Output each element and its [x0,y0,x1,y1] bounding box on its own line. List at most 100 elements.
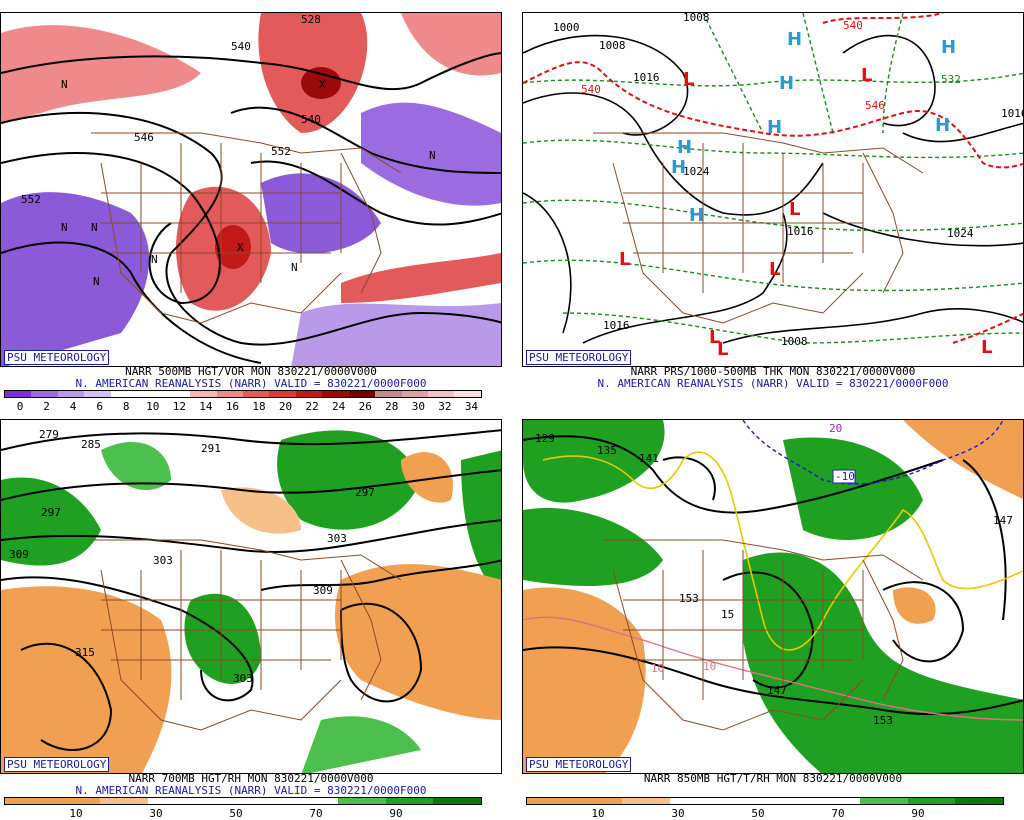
map-thickness-svg: 1000 1008 1008 1016 1024 1016 1024 1016 … [523,13,1024,366]
rh-dry-southwest [1,586,172,773]
isobar-label: 1016 [633,71,660,84]
psu-meteorology-badge: PSU METEOROLOGY [526,350,632,365]
vort-negative-east [361,102,501,206]
colorbar-swatch [574,798,623,804]
isobar-label: 1016 [603,319,630,332]
high-pressure-marker: H [689,205,704,226]
caption-product: NARR 850MB HGT/T/RH MON 830221/0000V000 [643,772,903,785]
colorbar-tick-label: 18 [252,400,266,413]
contour-label: 297 [355,486,375,499]
colorbar-swatch [433,798,481,804]
rh-moist-north [277,430,421,530]
caption-product: NARR 700MB HGT/RH MON 830221/0000V000 [128,772,374,785]
colorbar-swatch [385,798,434,804]
contour-label: 297 [41,506,61,519]
vort-max-center [215,225,251,269]
thickness-label: 532 [941,73,961,86]
colorbar-tick-label: 50 [751,807,765,820]
contour-label: 315 [75,646,95,659]
isobar-label: 1016 [1001,107,1024,120]
colorbar-tick-label: 4 [69,400,77,413]
vort-negative-south [291,303,501,366]
colorbar-tick-label: 30 [671,807,685,820]
colorbar-swatch [163,391,191,397]
colorbar-tick-label: 10 [69,807,83,820]
colorbar-swatch [348,391,376,397]
colorbar-swatch [5,391,32,397]
colorbar-swatch [295,391,323,397]
feature-label: N [151,253,158,266]
contour-label: 540 [231,40,251,53]
colorbar-tick-label: 14 [199,400,213,413]
colorbar-swatch [401,391,428,397]
height-contours [1,429,501,751]
feature-label: N [93,275,100,288]
temperature-label: 10 [703,660,716,673]
high-pressure-marker: H [677,137,692,158]
contour-label: 528 [301,13,321,26]
colorbar-tick-label: 24 [332,400,346,413]
contour-label: 129 [535,432,555,445]
map-500mb: 540 528 546 552 552 540 N N N N N N N X … [0,12,502,367]
feature-label: N [429,149,436,162]
panel-700mb-rh: 279 285 291 297 297 303 309 303 309 315 … [0,419,502,820]
psu-meteorology-badge: PSU METEOROLOGY [4,350,110,365]
feature-label: N [291,261,298,274]
colorbar-tick-label: 16 [225,400,240,413]
isobar-label: 1008 [781,335,808,348]
colorbar-swatch [860,798,908,804]
isobars [523,34,1023,344]
rh-colorbar-ticks: 10 30 50 70 90 [526,807,1004,820]
temperature-label: 10 [651,662,664,675]
rh-colorbar [526,797,1004,805]
contour-label: 135 [597,444,617,457]
political-boundaries [91,539,402,731]
colorbar-tick-label: 32 [438,400,452,413]
low-pressure-marker: L [769,259,780,280]
colorbar-swatch [110,391,138,397]
temperature-label: -10 [835,470,855,483]
vorticity-colorbar [4,390,482,398]
rh-moist-west [1,477,101,566]
rh-moist-west [523,508,663,586]
colorbar-tick-label: 30 [149,807,163,820]
isotherm-cold [742,420,1004,485]
thickness-540-line [523,13,1023,344]
colorbar-swatch [669,798,718,804]
isotherm-zero [542,451,1023,651]
caption-product: NARR PRS/1000-500MB THK MON 830221/0000V… [630,365,916,378]
colorbar-swatch [717,798,765,804]
rh-dry-ne [903,420,1023,500]
colorbar-swatch [428,391,455,397]
map-thickness: 1000 1008 1008 1016 1024 1016 1024 1016 … [522,12,1024,367]
panel-850mb-t-rh: 129 135 141 153 15 147 147 153 20 -10 10… [522,419,1024,820]
psu-meteorology-badge: PSU METEOROLOGY [526,757,632,772]
colorbar-tick-label: 10 [591,807,605,820]
high-pressure-marker: H [941,37,956,58]
colorbar-swatch [375,391,402,397]
rh-colorbar [4,797,482,805]
rh-dry-southwest [523,587,646,773]
map-500mb-svg: 540 528 546 552 552 540 N N N N N N N X … [1,13,501,366]
high-pressure-marker: H [935,115,950,136]
rh-moist-east [461,450,501,599]
rh-colorbar-ticks: 10 30 50 70 90 [4,807,482,820]
temperature-label: 20 [829,422,842,435]
isobar-label: 1024 [683,165,710,178]
map-850mb: 129 135 141 153 15 147 147 153 20 -10 10… [522,419,1024,774]
feature-label: X [237,241,244,254]
political-boundaries [91,132,402,324]
colorbar-swatch [52,798,101,804]
thickness-label: 540 [581,83,601,96]
map-850mb-svg: 129 135 141 153 15 147 147 153 20 -10 10… [523,420,1023,773]
rh-moist-south [301,716,421,773]
colorbar-swatch [242,798,291,804]
high-pressure-marker: H [787,29,802,50]
low-pressure-marker: L [709,327,720,348]
colorbar-tick-label: 0 [16,400,24,413]
colorbar-swatch [31,391,58,397]
colorbar-tick-label: 28 [385,400,399,413]
contour-label: 552 [271,145,291,158]
colorbar-tick-label: 22 [305,400,319,413]
thickness-label: 540 [843,19,863,32]
